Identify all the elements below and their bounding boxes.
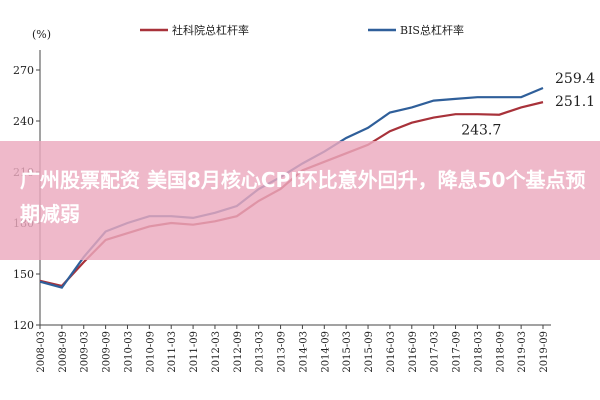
x-tick-label: 2017-03 [430,331,441,373]
x-tick-label: 2009-03 [80,331,91,373]
x-tick-label: 2008-09 [58,331,69,373]
x-tick-label: 2014-09 [320,331,331,373]
y-tick-label: 150 [13,268,34,281]
x-tick-label: 2019-09 [539,331,550,373]
x-tick-label: 2013-09 [277,331,288,373]
value-label: 259.4 [555,71,595,87]
x-tick-label: 2008-03 [36,331,47,373]
x-tick-label: 2012-09 [233,331,244,373]
x-tick-label: 2018-03 [473,331,484,373]
value-label: 243.7 [461,123,501,139]
overlay-banner: 广州股票配资 美国8月核心CPI环比意外回升，降息50个基点预期减弱 [0,141,600,260]
x-tick-label: 2015-09 [364,331,375,373]
x-tick-label: 2019-03 [517,331,528,373]
y-tick-label: 120 [13,319,34,332]
y-axis-label: (%) [32,28,51,41]
x-tick-label: 2010-09 [145,331,156,373]
legend-label: 社科院总杠杆率 [172,23,249,37]
x-tick-label: 2012-03 [211,331,222,373]
x-tick-label: 2018-09 [495,331,506,373]
y-tick-label: 270 [13,64,34,77]
x-tick-label: 2014-03 [298,331,309,373]
x-tick-label: 2016-03 [386,331,397,373]
value-label: 251.1 [555,94,595,110]
x-tick-label: 2011-03 [167,331,178,373]
x-tick-label: 2010-03 [123,331,134,373]
legend-label: BIS总杠杆率 [400,23,464,37]
x-tick-label: 2013-03 [255,331,266,373]
x-tick-label: 2016-09 [408,331,419,373]
x-tick-label: 2015-03 [342,331,353,373]
y-tick-label: 240 [13,115,34,128]
x-tick-label: 2011-09 [189,331,200,373]
x-tick-label: 2009-09 [102,331,113,373]
x-tick-label: 2017-09 [452,331,463,373]
